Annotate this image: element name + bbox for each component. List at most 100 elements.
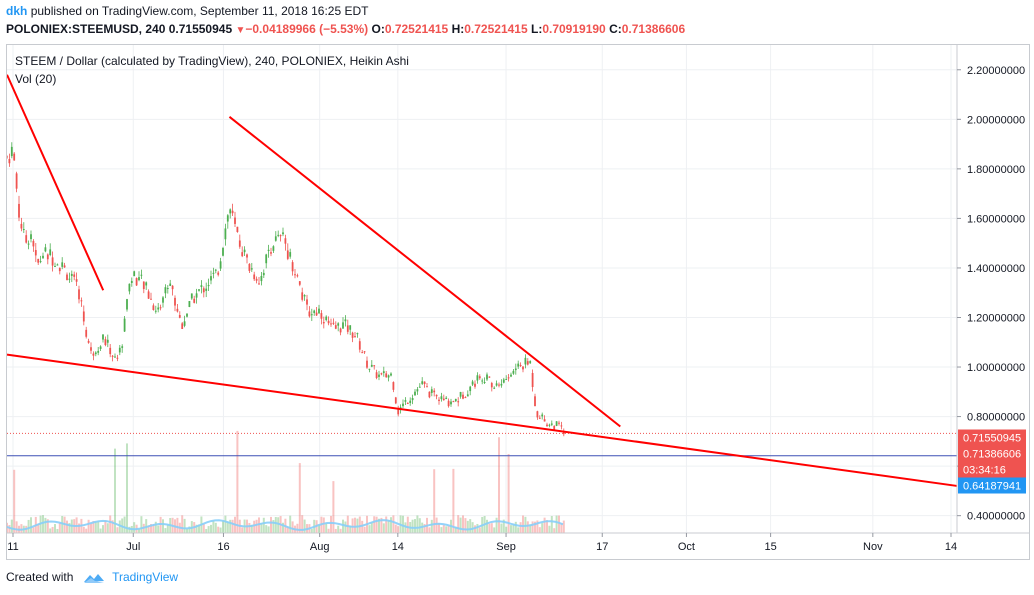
- author-link[interactable]: dkh: [6, 4, 28, 18]
- candles: [7, 142, 565, 437]
- volume-bar: [58, 523, 61, 533]
- close-label: C:: [609, 22, 622, 36]
- candle-body: [262, 272, 265, 276]
- down-arrow-icon: ▼: [235, 25, 246, 36]
- price-badge-label: 0.71386606: [963, 449, 1021, 461]
- volume-bar: [176, 517, 179, 533]
- volume-bar: [219, 527, 222, 533]
- trendline-3[interactable]: [7, 353, 958, 487]
- candle-body: [546, 424, 548, 427]
- candle-body: [226, 215, 229, 222]
- volume-bar: [378, 518, 380, 533]
- candle-body: [322, 322, 325, 324]
- candle-body: [116, 357, 119, 359]
- volume-bar: [433, 469, 436, 533]
- volume-bar: [104, 520, 107, 533]
- volume-bar: [397, 526, 400, 533]
- candle-body: [236, 226, 239, 233]
- volume-bar: [466, 520, 469, 533]
- candle-body: [346, 325, 349, 332]
- volume-bar: [231, 519, 234, 533]
- volume-bar: [517, 527, 520, 533]
- volume-bar: [562, 520, 565, 533]
- price-badge-label: 03:34:16: [963, 465, 1006, 477]
- volume-bar: [385, 516, 388, 533]
- candle-body: [63, 265, 66, 268]
- candle-body: [356, 333, 359, 335]
- volume-bar: [522, 515, 524, 533]
- candle-body: [7, 156, 8, 158]
- candle-body: [214, 269, 217, 271]
- candle-body: [231, 210, 234, 214]
- price-chart-svg[interactable]: 2.20000000 2.00000000 1.80000000 1.60000000…: [7, 45, 1029, 559]
- volume-bar: [44, 517, 47, 533]
- candle-body: [459, 391, 462, 397]
- candle-body: [543, 419, 546, 422]
- candle-body: [464, 397, 467, 399]
- volume-bar: [37, 523, 40, 533]
- y-tick-label: 2.20000000: [967, 65, 1025, 77]
- candle-body: [169, 283, 172, 286]
- volume-bar: [66, 520, 68, 533]
- candle-body: [385, 373, 388, 378]
- volume-bar: [253, 520, 256, 533]
- chart-area[interactable]: 2.20000000 2.00000000 1.80000000 1.60000000…: [6, 44, 1030, 560]
- candle-body: [301, 292, 304, 300]
- candle-body: [111, 355, 114, 357]
- volume-bar: [116, 527, 119, 533]
- volume-bar: [82, 526, 85, 533]
- volume-bar: [224, 515, 227, 533]
- candle-body: [534, 396, 536, 407]
- candle-body: [529, 361, 532, 364]
- volume-bar: [543, 517, 546, 533]
- volume-bar: [298, 463, 301, 533]
- candle-body: [550, 423, 553, 425]
- volume-bar: [550, 516, 553, 533]
- volume-bar: [363, 526, 366, 533]
- candle-body: [250, 268, 253, 270]
- candle-body: [126, 299, 128, 310]
- volume-bar: [54, 524, 56, 533]
- candle-body: [315, 312, 318, 316]
- volume-bar: [49, 528, 52, 533]
- candle-body: [342, 322, 344, 329]
- volume-bar: [430, 519, 433, 533]
- candle-body: [445, 397, 448, 400]
- candle-body: [289, 252, 292, 257]
- candle-body: [258, 283, 260, 285]
- candle-body: [466, 394, 469, 397]
- volume-bar: [128, 526, 131, 533]
- candle-body: [442, 398, 445, 401]
- volume-bar: [85, 528, 88, 533]
- volume-bar: [202, 524, 205, 533]
- candle-body: [154, 310, 157, 312]
- candle-body: [502, 379, 505, 383]
- tradingview-link[interactable]: TradingView: [112, 570, 179, 584]
- volume-bar: [87, 519, 90, 533]
- volume-bar: [114, 448, 116, 533]
- volume-bar: [42, 515, 44, 533]
- volume-bar: [404, 522, 407, 533]
- volume-bar: [303, 519, 306, 533]
- horizontal-lines: [7, 432, 957, 457]
- candle-body: [82, 311, 85, 322]
- volume-bar: [457, 515, 460, 533]
- x-tick-label: Oct: [678, 541, 695, 553]
- volume-bar: [354, 517, 356, 533]
- trendlines[interactable]: [7, 74, 958, 487]
- trendline-1[interactable]: [7, 74, 105, 291]
- volume-bar: [486, 519, 488, 533]
- trendline-2[interactable]: [228, 116, 621, 428]
- volume-bar: [560, 523, 563, 533]
- candle-body: [392, 382, 395, 390]
- candle-body: [44, 247, 47, 252]
- candle-body: [75, 279, 78, 282]
- candle-body: [171, 285, 174, 290]
- candle-body: [27, 243, 30, 245]
- candle-body: [478, 376, 481, 379]
- time-axis[interactable]: 11 Jul 16 Aug 14 Sep 17 Oct 15 Nov 14: [7, 533, 957, 553]
- candle-body: [128, 283, 131, 292]
- candle-body: [354, 336, 356, 338]
- volume-bar: [296, 523, 299, 533]
- volume-bar: [373, 516, 376, 533]
